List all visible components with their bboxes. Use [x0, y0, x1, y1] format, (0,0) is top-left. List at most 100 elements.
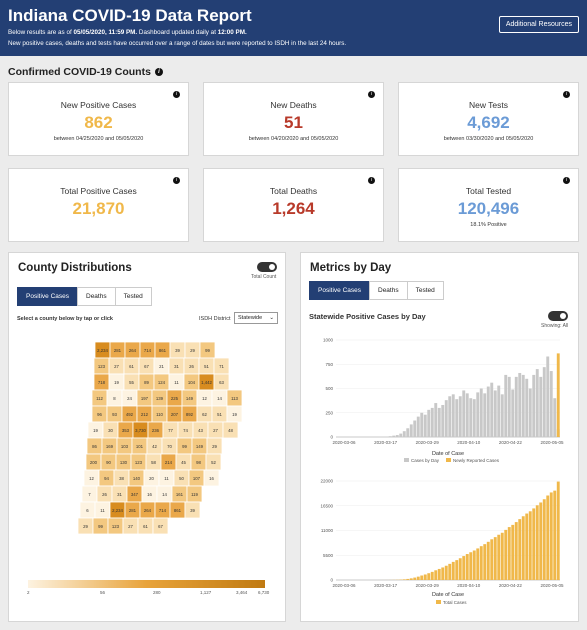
county-count: 11	[164, 476, 169, 481]
chart-bar	[409, 578, 413, 580]
chart-bar	[483, 544, 487, 580]
county-count: 24	[127, 396, 132, 401]
county-count: 38	[119, 476, 124, 481]
county-count: 31	[174, 364, 179, 369]
chart-bar	[553, 398, 557, 437]
chart-bar	[448, 563, 452, 580]
showing-all-toggle[interactable]	[548, 311, 568, 321]
metrics-tabs: Positive Cases Deaths Tested	[309, 281, 444, 300]
county-count: 1,442	[201, 380, 212, 385]
info-icon[interactable]: i	[563, 177, 570, 184]
chart-bar	[500, 532, 504, 580]
county-count: 169	[106, 444, 114, 449]
county-count: 718	[98, 380, 106, 385]
county-count: 110	[156, 412, 163, 417]
county-count: 12	[89, 476, 94, 481]
card-label: New Tests	[468, 100, 509, 110]
county-count: 99	[205, 348, 210, 353]
y-tick-label: 1000	[323, 338, 334, 343]
county-shape	[203, 469, 220, 487]
chart-bar	[535, 505, 539, 580]
chart-bar	[441, 404, 445, 437]
chart-bar	[507, 376, 511, 437]
toggle-label: Showing: All	[541, 323, 569, 329]
county-count: 98	[196, 460, 201, 465]
x-tick-label: 2020-03-06	[332, 440, 356, 445]
card-range: between 04/25/2020 and 05/05/2020	[53, 136, 144, 142]
info-icon[interactable]: i	[173, 91, 180, 98]
chart-bar	[441, 567, 445, 580]
total-count-toggle[interactable]	[257, 262, 277, 272]
chart-bar	[497, 385, 501, 437]
new-tests-card: i New Tests 4,692 between 03/30/2020 and…	[398, 82, 579, 156]
county-count: 214	[165, 460, 173, 465]
county-count: 48	[228, 428, 233, 433]
y-tick-label: 500	[325, 386, 333, 391]
new-positive-cases-card: i New Positive Cases 862 between 04/25/2…	[8, 82, 189, 156]
chart-bar	[462, 390, 466, 437]
tab-tested[interactable]: Tested	[406, 281, 444, 300]
info-icon[interactable]: i	[368, 91, 375, 98]
map-legend-gradient	[28, 580, 265, 588]
total-tested-card: i Total Tested 120,496 18.1% Positive	[398, 168, 579, 242]
x-tick-label: 2020-05-05	[540, 440, 564, 445]
chart-bar	[504, 529, 508, 580]
county-count: 107	[193, 476, 201, 481]
info-icon[interactable]: i	[173, 177, 180, 184]
x-tick-label: 2020-05-05	[540, 583, 564, 588]
y-tick-label: 11000	[321, 528, 334, 533]
county-count: 104	[188, 380, 196, 385]
county-count: 8	[113, 396, 116, 401]
x-tick-label: 2020-04-10	[457, 583, 481, 588]
chart-bar	[514, 376, 518, 437]
county-count: 70	[167, 444, 172, 449]
y-tick-label: 250	[325, 410, 333, 415]
info-icon[interactable]: i	[154, 68, 163, 76]
county-count: 861	[174, 508, 182, 513]
county-count: 61	[129, 364, 134, 369]
x-tick-label: 2020-04-22	[499, 440, 523, 445]
county-count: 20	[149, 476, 154, 481]
county-count: 714	[159, 508, 167, 513]
y-tick-label: 0	[330, 435, 333, 440]
county-count: 61	[143, 524, 148, 529]
chart-bar	[532, 508, 536, 580]
county-count: 14	[217, 396, 222, 401]
chart-bar	[549, 371, 553, 437]
chart-bar	[416, 416, 420, 437]
county-count: 2,234	[112, 508, 123, 513]
additional-resources-button[interactable]: Additional Resources	[498, 16, 579, 33]
chart-bar	[532, 374, 536, 437]
chart-bar	[539, 376, 543, 437]
legend-swatch	[446, 458, 451, 462]
county-count: 2,234	[97, 348, 108, 353]
chart-bar	[511, 524, 515, 580]
county-count: 112	[96, 396, 103, 401]
chart-bar	[413, 577, 417, 580]
y-tick-label: 750	[325, 362, 333, 367]
county-count: 52	[211, 460, 216, 465]
chart-bar	[395, 435, 399, 437]
legend-tick: 3,464	[236, 590, 248, 595]
chart-bar	[437, 407, 441, 437]
chart-bar	[458, 396, 462, 437]
tab-tested[interactable]: Tested	[114, 287, 152, 306]
y-tick-label: 5500	[323, 553, 334, 558]
info-icon[interactable]: i	[563, 91, 570, 98]
tab-positive-cases[interactable]: Positive Cases	[17, 287, 78, 306]
card-label: New Deaths	[270, 100, 317, 110]
x-axis-label: Date of Case	[432, 451, 464, 457]
chart-bar	[451, 561, 455, 580]
card-value: 21,870	[72, 199, 125, 218]
chart-bar	[423, 574, 427, 580]
page-header: Indiana COVID-19 Data Report Below resul…	[0, 0, 587, 56]
chart-bar	[399, 433, 403, 437]
chart-bar	[444, 400, 448, 437]
legend-tick: 56	[100, 590, 106, 595]
county-count: 200	[90, 460, 98, 465]
county-count: 861	[159, 348, 167, 353]
card-range: between 03/30/2020 and 05/05/2020	[443, 136, 534, 142]
district-select[interactable]: Statewide ⌄	[234, 312, 278, 324]
info-icon[interactable]: i	[368, 177, 375, 184]
